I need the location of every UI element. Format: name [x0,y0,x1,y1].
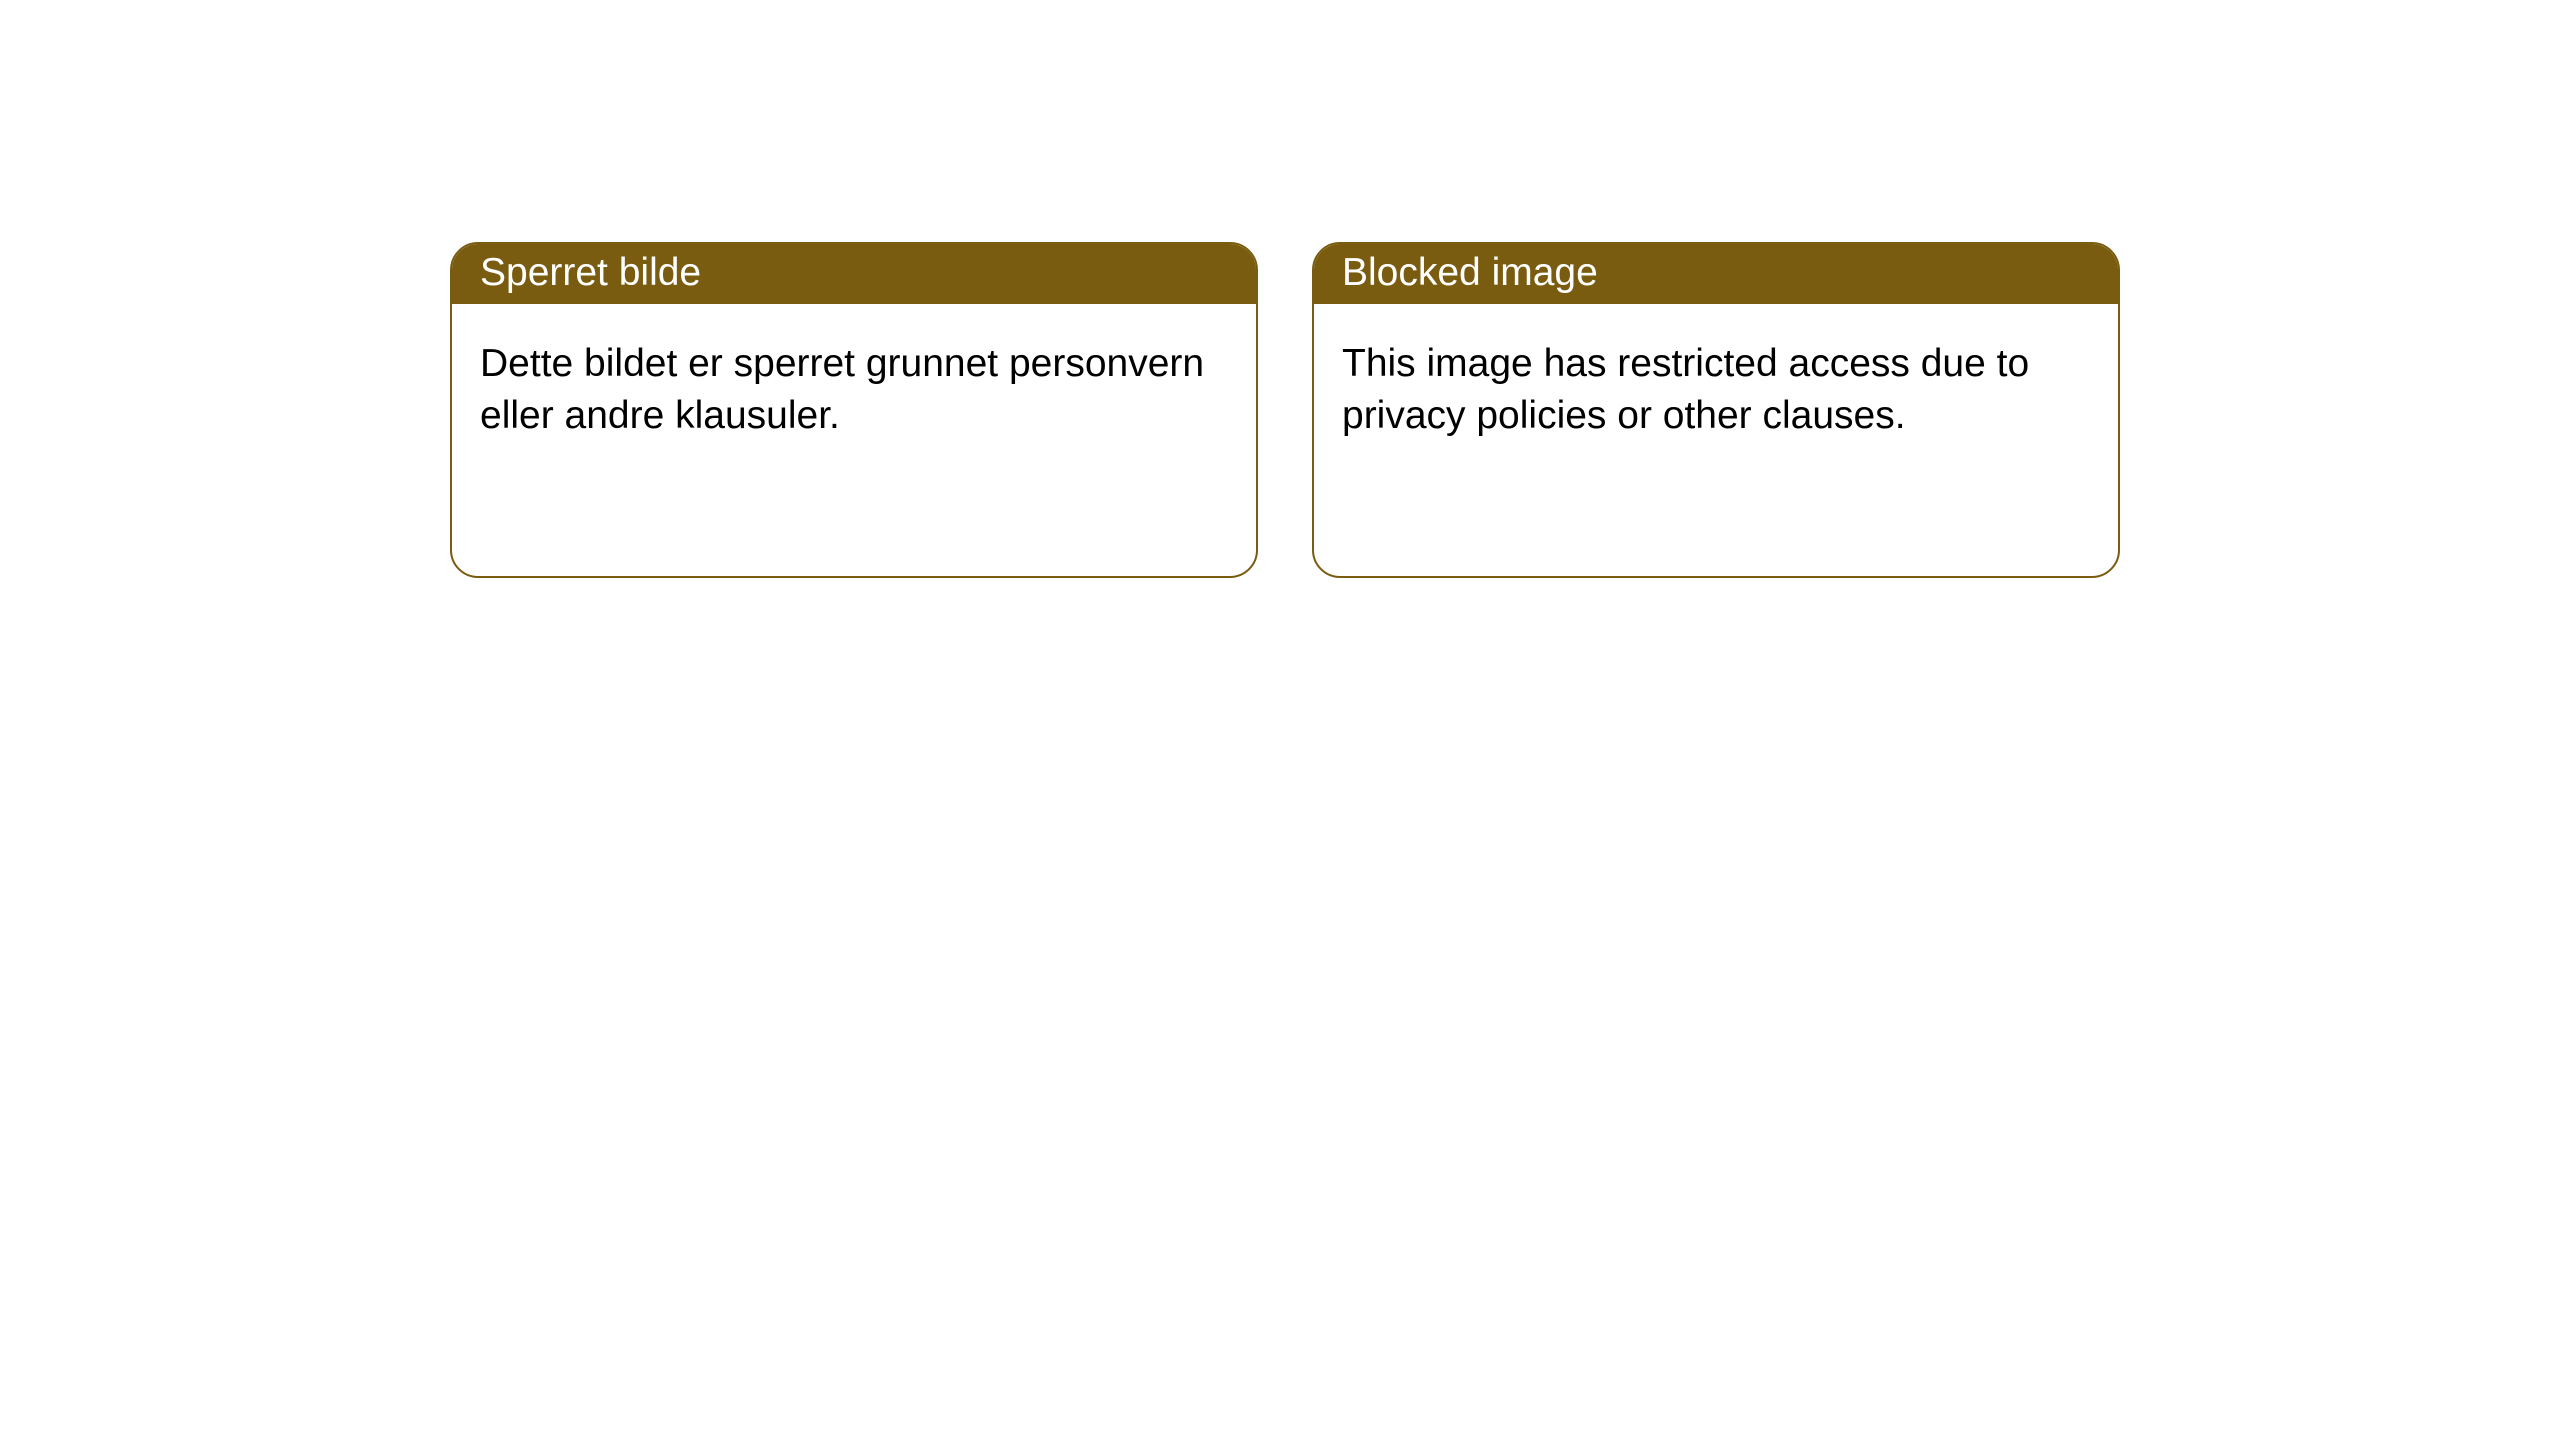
notice-panel-english: Blocked image This image has restricted … [1312,242,2120,578]
notice-title-english: Blocked image [1342,251,1598,295]
notice-header-norwegian: Sperret bilde [452,244,1256,304]
notice-container: Sperret bilde Dette bildet er sperret gr… [450,242,2120,578]
notice-text-english: This image has restricted access due to … [1342,342,2029,437]
notice-text-norwegian: Dette bildet er sperret grunnet personve… [480,342,1204,437]
notice-title-norwegian: Sperret bilde [480,251,701,295]
notice-header-english: Blocked image [1314,244,2118,304]
notice-body-english: This image has restricted access due to … [1314,304,2118,477]
notice-body-norwegian: Dette bildet er sperret grunnet personve… [452,304,1256,477]
notice-panel-norwegian: Sperret bilde Dette bildet er sperret gr… [450,242,1258,578]
